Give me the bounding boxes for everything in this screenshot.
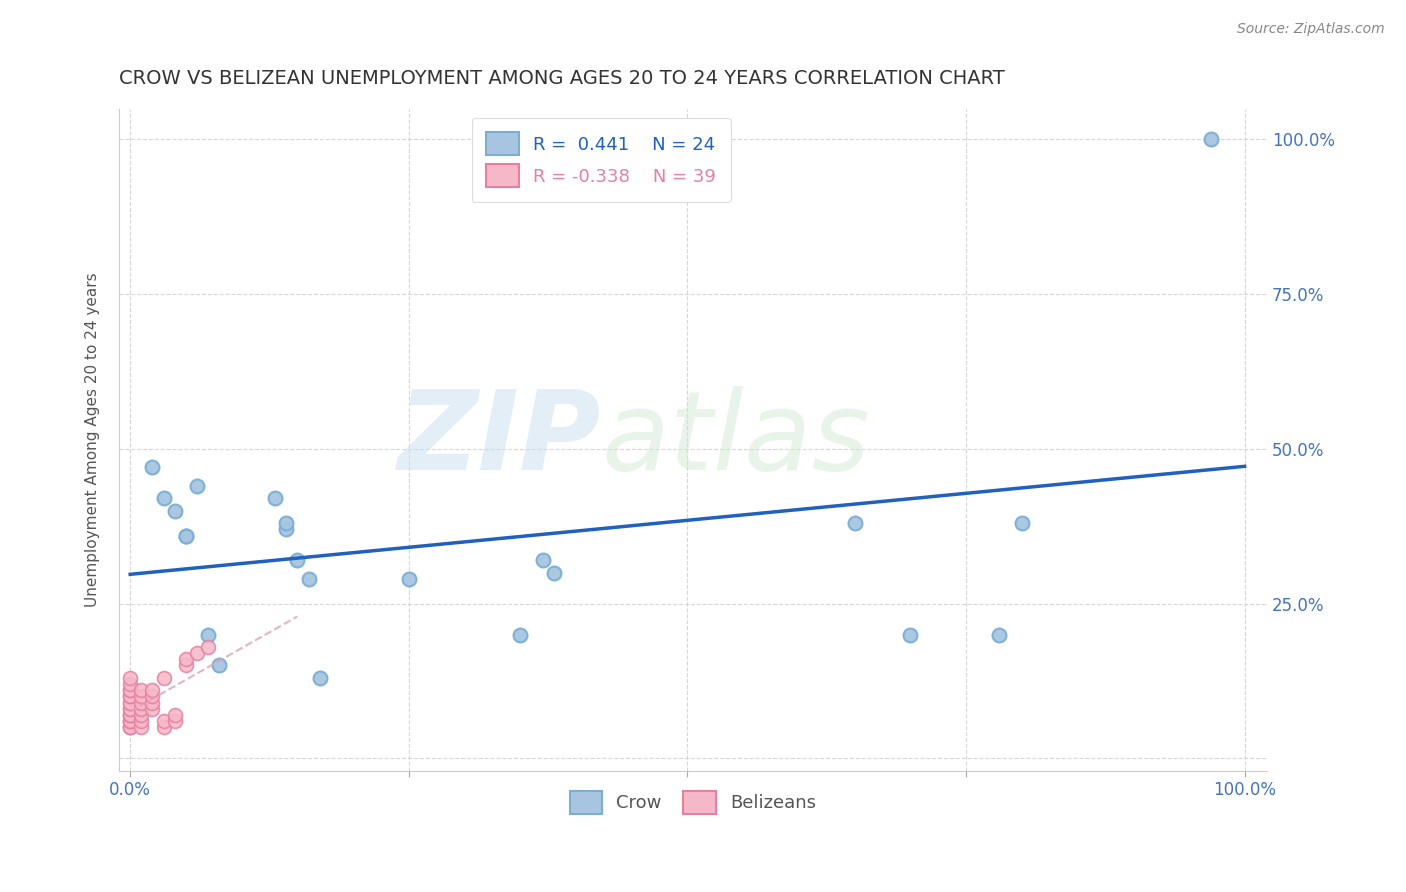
Point: [120, 696, 142, 710]
Point: [120, 714, 142, 729]
Point: [1011, 516, 1033, 530]
Point: [1199, 132, 1222, 146]
Point: [141, 696, 163, 710]
Point: [264, 491, 287, 506]
Point: [120, 720, 142, 734]
Point: [120, 683, 142, 698]
Point: [120, 671, 142, 685]
Point: [120, 720, 142, 734]
Y-axis label: Unemployment Among Ages 20 to 24 years: Unemployment Among Ages 20 to 24 years: [86, 272, 100, 607]
Point: [120, 690, 142, 704]
Point: [131, 708, 153, 723]
Point: [131, 714, 153, 729]
Point: [141, 683, 163, 698]
Point: [208, 658, 231, 673]
Point: [141, 460, 163, 475]
Point: [163, 504, 186, 518]
Point: [131, 702, 153, 716]
Legend: Crow, Belizeans: Crow, Belizeans: [562, 783, 824, 822]
Point: [163, 714, 186, 729]
Point: [398, 572, 420, 586]
Point: [152, 720, 174, 734]
Point: [120, 708, 142, 723]
Point: [152, 491, 174, 506]
Point: [131, 690, 153, 704]
Point: [120, 708, 142, 723]
Point: [509, 627, 531, 641]
Point: [120, 677, 142, 691]
Point: [120, 714, 142, 729]
Point: [120, 702, 142, 716]
Point: [120, 708, 142, 723]
Point: [844, 516, 866, 530]
Point: [276, 522, 298, 536]
Point: [141, 690, 163, 704]
Point: [120, 696, 142, 710]
Point: [988, 627, 1011, 641]
Point: [120, 720, 142, 734]
Text: atlas: atlas: [602, 386, 870, 493]
Point: [898, 627, 921, 641]
Point: [152, 714, 174, 729]
Point: [297, 572, 319, 586]
Point: [120, 683, 142, 698]
Point: [197, 640, 219, 654]
Point: [186, 479, 208, 493]
Point: [531, 553, 554, 567]
Point: [152, 671, 174, 685]
Text: CROW VS BELIZEAN UNEMPLOYMENT AMONG AGES 20 TO 24 YEARS CORRELATION CHART: CROW VS BELIZEAN UNEMPLOYMENT AMONG AGES…: [120, 69, 1005, 87]
Text: ZIP: ZIP: [398, 386, 602, 493]
Point: [163, 708, 186, 723]
Point: [174, 652, 197, 666]
Point: [197, 627, 219, 641]
Point: [186, 646, 208, 660]
Point: [120, 714, 142, 729]
Point: [120, 690, 142, 704]
Point: [131, 696, 153, 710]
Point: [543, 566, 565, 580]
Point: [131, 683, 153, 698]
Point: [174, 658, 197, 673]
Point: [308, 671, 330, 685]
Point: [285, 553, 308, 567]
Point: [174, 528, 197, 542]
Point: [276, 516, 298, 530]
Point: [131, 720, 153, 734]
Text: Source: ZipAtlas.com: Source: ZipAtlas.com: [1237, 22, 1385, 37]
Point: [141, 702, 163, 716]
Point: [174, 528, 197, 542]
Point: [120, 702, 142, 716]
